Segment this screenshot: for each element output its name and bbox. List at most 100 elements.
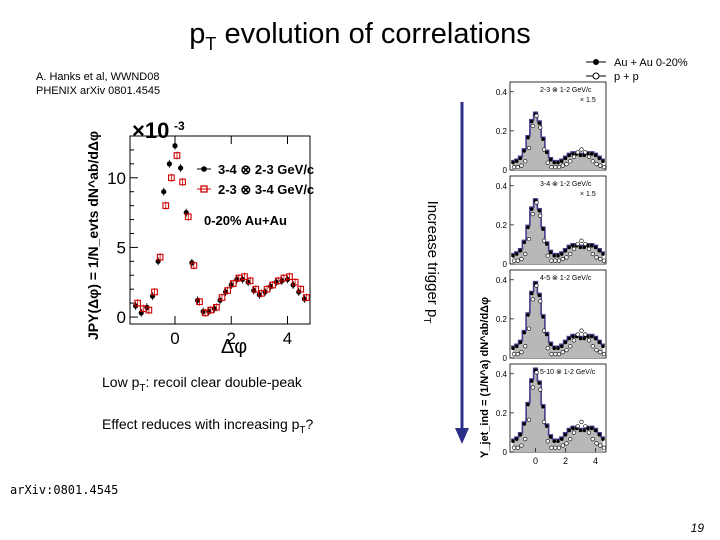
panel-point-pp <box>553 258 558 263</box>
panel-point-pp <box>549 445 554 450</box>
panel-point-pp <box>545 253 550 258</box>
panel-point-aa <box>552 346 557 351</box>
right-legend-label-aa: Au + Au 0-20% <box>614 57 688 69</box>
panel-point-pp <box>538 299 543 304</box>
left-point-red <box>179 178 186 186</box>
panel-label: 4-5 ⊗ 1-2 GeV/c <box>540 275 592 282</box>
panel-point-pp <box>560 256 565 262</box>
left-y-exponent: -3 <box>174 119 185 133</box>
panel-x-tick-label: 4 <box>593 456 598 466</box>
panel-point-aa <box>522 422 527 426</box>
left-point-red <box>190 262 198 269</box>
left-point-red <box>297 285 305 293</box>
panel-point-pp <box>519 256 524 262</box>
panel-point-pp <box>519 443 524 448</box>
panel-point-aa <box>556 160 560 165</box>
panel-point-pp <box>560 350 565 355</box>
panel-point-pp <box>590 159 595 164</box>
panel-y-tick-label: 0.4 <box>496 276 508 285</box>
left-x-tick-label: 0 <box>170 329 179 348</box>
panel-point-pp <box>579 419 584 424</box>
left-axes: 0 2 4 0 5 10 <box>107 136 292 348</box>
panel-point-aa <box>563 432 568 437</box>
panel-point-pp <box>594 255 599 260</box>
panel-y-tick-label: 0 <box>503 166 508 175</box>
panel-point-pp <box>541 328 547 333</box>
left-point-black <box>178 165 184 171</box>
left-point-red <box>258 290 265 297</box>
panel-point-pp <box>579 238 584 243</box>
panel-point-pp <box>541 238 547 243</box>
panel-point-aa <box>529 379 534 383</box>
panel-point-pp <box>583 241 588 247</box>
panel-point-pp <box>549 164 554 170</box>
left-y-tick-label: 0 <box>117 308 126 327</box>
left-point-red <box>162 202 170 209</box>
panel-point-pp <box>601 445 607 450</box>
panel-point-aa <box>593 336 598 341</box>
panel-y-tick-label: 0 <box>503 354 508 363</box>
panel-point-pp <box>556 351 562 357</box>
panel-point-pp <box>515 445 520 450</box>
panel-point-pp <box>586 338 592 343</box>
page-number: 19 <box>690 521 704 535</box>
panel-point-aa <box>582 428 587 433</box>
panel-point-pp <box>534 200 539 205</box>
panel-x-tick-label: 0 <box>533 456 538 466</box>
panel-point-pp <box>538 213 543 218</box>
right-panels: Y_jet_ind = (1/N^a) dN^ab/dΔφ 0 0.2 0.4 2-3… <box>479 81 607 466</box>
left-point-black <box>172 143 178 149</box>
panel-point-aa <box>526 402 530 407</box>
panel-point-pp <box>549 258 554 263</box>
right-legend-marker-pp <box>592 72 600 80</box>
panel-point-aa <box>601 159 605 163</box>
left-point-red <box>196 298 203 306</box>
panel-point-aa <box>526 225 530 230</box>
panel-point-pp <box>523 159 528 164</box>
panel-step-line <box>511 198 605 255</box>
panel-point-aa <box>537 293 542 298</box>
panel-point-pp <box>553 445 558 450</box>
panel-point-aa <box>541 227 545 231</box>
panel-point-aa <box>567 153 572 158</box>
panel-point-aa <box>537 381 542 385</box>
left-plot-frame <box>129 135 311 325</box>
panel-point-aa <box>601 252 605 256</box>
panel-point-pp <box>594 441 599 446</box>
panel-label: 5-10 ⊗ 1-2 GeV/c <box>540 369 596 376</box>
panel-point-pp <box>568 159 573 164</box>
panel-point-pp <box>534 113 539 118</box>
panel-point-aa <box>578 153 583 158</box>
slide-title: pT evolution of correlations <box>189 18 531 54</box>
legend-label-red: 2-3 ⊗ 3-4 GeV/c <box>218 182 314 197</box>
panel-point-aa <box>578 428 583 433</box>
panel-point-aa <box>567 428 572 433</box>
panel-point-pp <box>511 258 517 263</box>
left-point-red <box>229 280 237 287</box>
right-y-axis-title: Y_jet_ind = (1/N^a) dN^ab/dΔφ <box>479 297 491 458</box>
panel-point-aa <box>597 432 602 437</box>
trigger-pt-arrow <box>455 102 469 444</box>
left-point-red <box>246 277 254 285</box>
panel-point-aa <box>518 432 523 437</box>
panel-point-pp <box>583 150 588 155</box>
panel-point-pp <box>601 164 607 170</box>
left-point-red <box>168 174 175 182</box>
panel-point-aa <box>552 253 557 258</box>
right-legend-marker-aa <box>593 59 599 65</box>
panel-point-pp <box>568 251 573 257</box>
panel-point-aa <box>559 437 564 441</box>
panel-point-pp <box>560 163 565 168</box>
left-point-red <box>173 152 181 159</box>
panel-point-aa <box>526 135 530 140</box>
panel-point-pp <box>598 443 603 448</box>
left-point-red <box>269 281 276 289</box>
panel-point-aa <box>511 439 515 444</box>
panel-point-aa <box>571 426 575 431</box>
left-point-red <box>145 306 153 314</box>
panel-point-pp <box>523 344 528 349</box>
panel-y-tick-label: 0.2 <box>496 127 508 136</box>
panel-point-aa <box>563 340 568 345</box>
left-point-red <box>224 287 231 294</box>
panel-point-aa <box>544 332 549 337</box>
